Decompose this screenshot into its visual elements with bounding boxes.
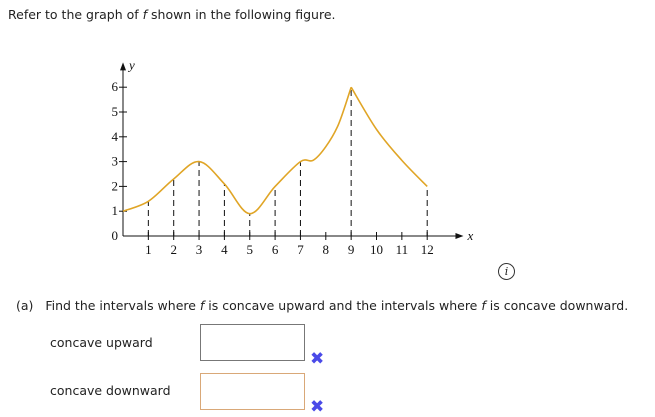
function-curve — [122, 86, 352, 215]
x-mark-icon: ✖ — [310, 349, 325, 369]
x-tick-label: 9 — [348, 242, 355, 257]
y-tick-label: 3 — [112, 154, 119, 169]
x-tick-label: 3 — [196, 242, 203, 257]
y-tick-label: 1 — [112, 203, 119, 218]
x-tick-label: 2 — [170, 242, 177, 257]
function-curve — [350, 86, 428, 187]
y-axis-arrow — [120, 62, 126, 71]
concave-downward-input[interactable] — [200, 373, 305, 410]
prompt-text: Refer to the graph of f shown in the fol… — [8, 7, 336, 22]
x-tick-label: 1 — [145, 242, 152, 257]
concave-downward-label: concave downward — [50, 383, 171, 398]
x-tick-label: 5 — [247, 242, 254, 257]
y-tick-label: 4 — [112, 129, 119, 144]
x-tick-label: 12 — [421, 242, 434, 257]
y-axis-label: y — [127, 57, 135, 72]
x-axis-arrow — [455, 233, 464, 239]
x-tick-label: 6 — [272, 242, 279, 257]
x-mark-icon: ✖ — [310, 397, 325, 417]
question-a: (a) Find the intervals where f is concav… — [16, 298, 629, 313]
y-tick-label: 5 — [112, 104, 119, 119]
x-axis-label: x — [466, 228, 473, 243]
x-tick-label: 11 — [396, 242, 409, 257]
y-tick-label: 0 — [112, 228, 119, 243]
concave-upward-input[interactable] — [200, 324, 305, 361]
concave-upward-label: concave upward — [50, 335, 153, 350]
x-tick-label: 7 — [297, 242, 304, 257]
x-tick-label: 8 — [323, 242, 330, 257]
x-tick-label: 4 — [221, 242, 228, 257]
y-tick-label: 6 — [112, 79, 119, 94]
info-icon[interactable]: i — [498, 263, 515, 280]
y-tick-label: 2 — [112, 178, 119, 193]
x-tick-label: 10 — [370, 242, 383, 257]
